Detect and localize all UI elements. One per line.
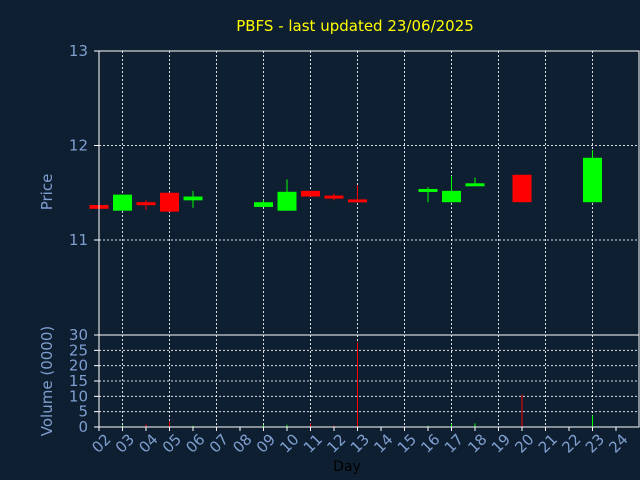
x-tick-label: 17 — [441, 430, 467, 456]
candle-13 — [348, 185, 367, 203]
candle-body — [348, 199, 367, 203]
candle-05 — [160, 192, 179, 212]
price-tick-label: 13 — [69, 42, 88, 60]
price-tick-label: 11 — [69, 231, 88, 249]
volume-tick-label: 20 — [69, 357, 88, 375]
candle-body — [512, 174, 532, 203]
x-tick-label: 22 — [558, 430, 584, 456]
candle-20 — [512, 174, 532, 203]
x-tick-label: 04 — [135, 430, 161, 456]
candle-09 — [254, 200, 273, 207]
candle-body — [254, 202, 273, 207]
candle-12 — [324, 193, 344, 201]
candle-04 — [136, 200, 156, 210]
candles-layer — [89, 150, 602, 212]
x-tick-label: 03 — [112, 430, 138, 456]
price-panel-frame — [98, 50, 640, 336]
x-tick-label: 16 — [417, 430, 443, 456]
x-tick-label: 08 — [229, 430, 255, 456]
x-tick-label: 11 — [300, 430, 326, 456]
volume-bars-layer — [98, 342, 593, 427]
x-tick-label: 18 — [464, 430, 490, 456]
candle-body — [277, 191, 297, 211]
volume-tick-label: 30 — [69, 326, 88, 344]
x-tick-label: 14 — [370, 430, 396, 456]
candle-06 — [183, 190, 203, 208]
candle-18 — [465, 177, 485, 187]
candle-body — [324, 195, 344, 199]
candle-16 — [418, 187, 438, 203]
volume-axis-label: Volume (0000) — [38, 326, 56, 436]
x-tick-label: 15 — [394, 430, 420, 456]
candle-body — [442, 190, 461, 203]
x-tick-label: 24 — [605, 430, 631, 456]
x-tick-label: 06 — [182, 430, 208, 456]
x-tick-label: 19 — [488, 430, 514, 456]
candle-10 — [277, 179, 297, 211]
candle-17 — [442, 175, 461, 203]
x-tick-label: 05 — [159, 430, 185, 456]
x-tick-label: 20 — [511, 430, 537, 456]
candle-body — [465, 183, 485, 187]
x-tick-label: 23 — [582, 430, 608, 456]
x-axis-label: Day — [333, 459, 361, 475]
candle-body — [160, 192, 179, 212]
x-tick-label: 12 — [323, 430, 349, 456]
price-tick-label: 12 — [69, 137, 88, 155]
volume-gridlines — [99, 335, 639, 427]
volume-tick-label: 25 — [69, 341, 88, 359]
volume-tick-label: 5 — [78, 403, 88, 421]
price-axis-label: Price — [38, 174, 56, 211]
candle-body — [113, 194, 132, 211]
price-gridlines — [99, 51, 639, 335]
chart-title: PBFS - last updated 23/06/2025 — [236, 17, 474, 35]
candle-body — [418, 188, 438, 192]
candle-11 — [301, 190, 320, 197]
volume-tick-label: 10 — [69, 387, 88, 405]
candle-23 — [583, 150, 602, 203]
x-tick-label: 09 — [253, 430, 279, 456]
candle-body — [183, 196, 203, 201]
x-tick-label: 07 — [206, 430, 232, 456]
candle-body — [136, 202, 156, 206]
x-tick-label: 02 — [88, 430, 114, 456]
volume-tick-label: 15 — [69, 372, 88, 390]
x-tick-label: 10 — [276, 430, 302, 456]
price-y-ticks: 11 12 13 — [69, 42, 99, 249]
x-tick-label: 21 — [535, 430, 561, 456]
x-tick-label: 13 — [347, 430, 373, 456]
volume-tick-label: 0 — [78, 418, 88, 436]
candle-body — [583, 157, 602, 203]
candle-body — [301, 190, 320, 197]
x-ticks: 0203040506070809101112131415161718192021… — [88, 427, 632, 457]
candle-03 — [113, 194, 132, 211]
